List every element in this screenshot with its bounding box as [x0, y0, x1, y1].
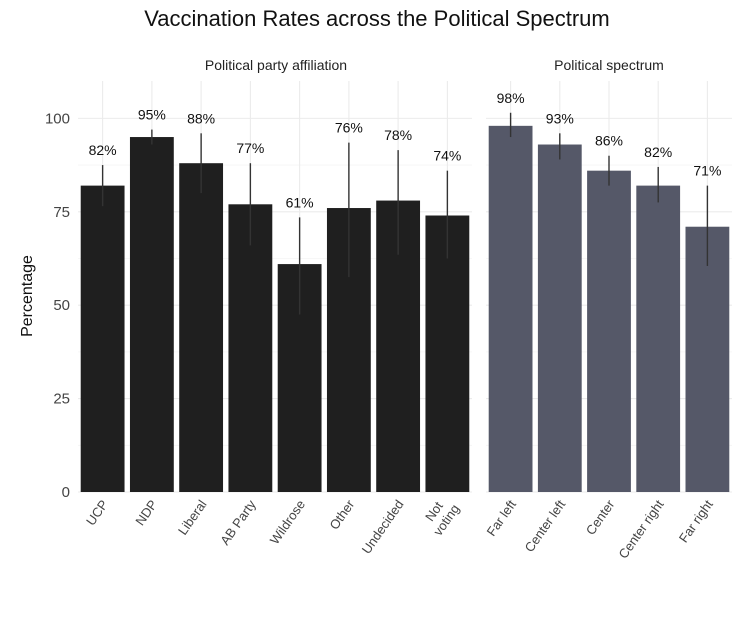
bar: [425, 215, 470, 492]
data-label: 71%: [693, 163, 721, 179]
x-tick-label: AB Party: [217, 497, 259, 548]
data-label: 93%: [546, 110, 574, 126]
bar: [80, 185, 125, 493]
bar: [179, 163, 224, 492]
plot-area: Political party affiliation 82% UCP 95% NDP 8…: [45, 57, 732, 561]
bar: [685, 226, 730, 492]
data-label: 74%: [433, 148, 461, 164]
bar: [488, 125, 533, 492]
panel-0: Political party affiliation 82% UCP 95% NDP 8…: [78, 57, 472, 557]
x-tick-label: Center: [583, 497, 618, 538]
x-tick-label: Undecided: [359, 497, 407, 557]
data-label: 82%: [644, 144, 672, 160]
data-label: 77%: [236, 140, 264, 156]
x-tick-label: NDP: [132, 497, 160, 528]
data-label: 98%: [497, 90, 525, 106]
x-tick-label: Far left: [484, 497, 520, 539]
bar: [228, 204, 273, 493]
bar: [587, 170, 631, 492]
bar: [129, 137, 174, 492]
x-tick-label: Other: [326, 497, 357, 533]
x-tick-label: Notvoting: [418, 493, 462, 539]
x-tick-label: Far right: [676, 497, 716, 546]
y-tick-label: 50: [53, 297, 70, 314]
data-label: 82%: [89, 142, 117, 158]
x-tick-label: Center right: [615, 497, 666, 562]
bar: [636, 185, 681, 493]
panel-1: Political spectrum 98% Far left 93% Center l…: [484, 57, 732, 561]
chart-title: Vaccination Rates across the Political S…: [144, 6, 609, 31]
facet-title: Political party affiliation: [205, 57, 347, 73]
x-tick-label: Liberal: [175, 497, 210, 538]
y-tick-label: 75: [53, 204, 70, 221]
y-tick-label: 25: [53, 391, 70, 408]
x-tick-label: Wildrose: [267, 497, 308, 547]
x-tick-label: UCP: [83, 497, 111, 528]
data-label: 88%: [187, 110, 215, 126]
y-tick-label: 0: [62, 484, 70, 501]
data-label: 61%: [286, 194, 314, 210]
x-tick-label: Center left: [522, 497, 569, 555]
data-label: 76%: [335, 120, 363, 136]
data-label: 86%: [595, 133, 623, 149]
y-axis-label: Percentage: [19, 255, 36, 337]
y-tick-label: 100: [45, 110, 70, 127]
bar: [537, 144, 582, 492]
data-label: 78%: [384, 127, 412, 143]
data-label: 95%: [138, 107, 166, 123]
facet-title: Political spectrum: [554, 57, 664, 73]
